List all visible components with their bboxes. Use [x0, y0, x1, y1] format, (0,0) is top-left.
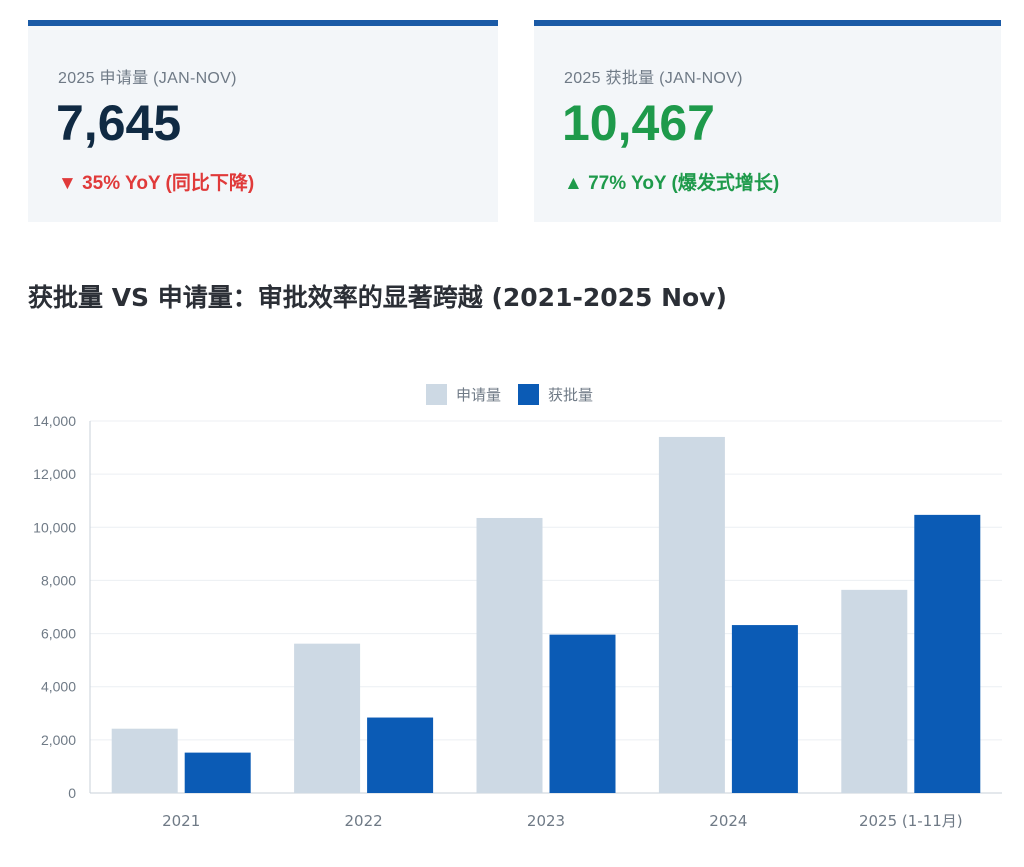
- approvals-card-label: 2025 获批量 (JAN-NOV): [564, 70, 743, 87]
- approvals-bar-2: [367, 717, 434, 793]
- approvals-card-value: 10,467: [562, 95, 715, 151]
- applications-bar-4: [658, 436, 725, 793]
- legend-label-applications: 申请量: [456, 386, 501, 404]
- legend-swatch-applications: [426, 384, 447, 405]
- approvals-card: 2025 获批量 (JAN-NOV) 10,467 ▲ 77% YoY (爆发式…: [534, 20, 1001, 222]
- applications-change-text: 35% YoY (同比下降): [82, 173, 255, 194]
- y-tick-label: 12,000: [33, 466, 76, 482]
- y-tick-label: 0: [68, 785, 76, 801]
- applications-bar-5: [841, 589, 908, 793]
- bar-chart: 0 2,000 4,000 6,000 8,000 10,000 12,000 14,000 2…: [33, 384, 1002, 830]
- y-tick-label: 2,000: [41, 732, 76, 748]
- applications-bar-3: [476, 517, 543, 793]
- section-title: 获批量 VS 申请量：审批效率的显著跨越 (2021-2025 Nov): [28, 283, 727, 312]
- y-tick-label: 10,000: [33, 519, 76, 535]
- applications-card-label: 2025 申请量 (JAN-NOV): [58, 70, 237, 87]
- applications-card-value: 7,645: [56, 95, 182, 151]
- legend-label-approvals: 获批量: [548, 386, 593, 404]
- y-tick-label: 14,000: [33, 413, 76, 429]
- y-tick-label: 6,000: [41, 626, 76, 642]
- approvals-bar-5: [914, 514, 981, 793]
- legend-swatch-approvals: [518, 384, 539, 405]
- y-tick-label: 4,000: [41, 679, 76, 695]
- applications-bar-2: [294, 643, 361, 793]
- applications-bar-1: [111, 728, 178, 793]
- x-tick-label: 2024: [709, 812, 747, 830]
- approvals-bar-1: [184, 752, 251, 793]
- x-tick-label: 2023: [527, 812, 565, 830]
- y-tick-label: 8,000: [41, 572, 76, 588]
- approvals-bar-3: [549, 634, 616, 793]
- applications-card-change: ▼ 35% YoY (同比下降): [58, 168, 254, 195]
- triangle-up-icon: ▲: [564, 173, 583, 194]
- applications-card: 2025 申请量 (JAN-NOV) 7,645 ▼ 35% YoY (同比下降…: [28, 20, 498, 222]
- x-tick-label: 2021: [162, 812, 200, 830]
- approvals-card-change: ▲ 77% YoY (爆发式增长): [564, 168, 779, 195]
- approvals-bar-4: [731, 625, 798, 793]
- approvals-change-text: 77% YoY (爆发式增长): [588, 173, 780, 194]
- x-tick-label: 2025 (1-11月): [859, 812, 963, 830]
- x-tick-label: 2022: [345, 812, 383, 830]
- triangle-down-icon: ▼: [58, 173, 77, 194]
